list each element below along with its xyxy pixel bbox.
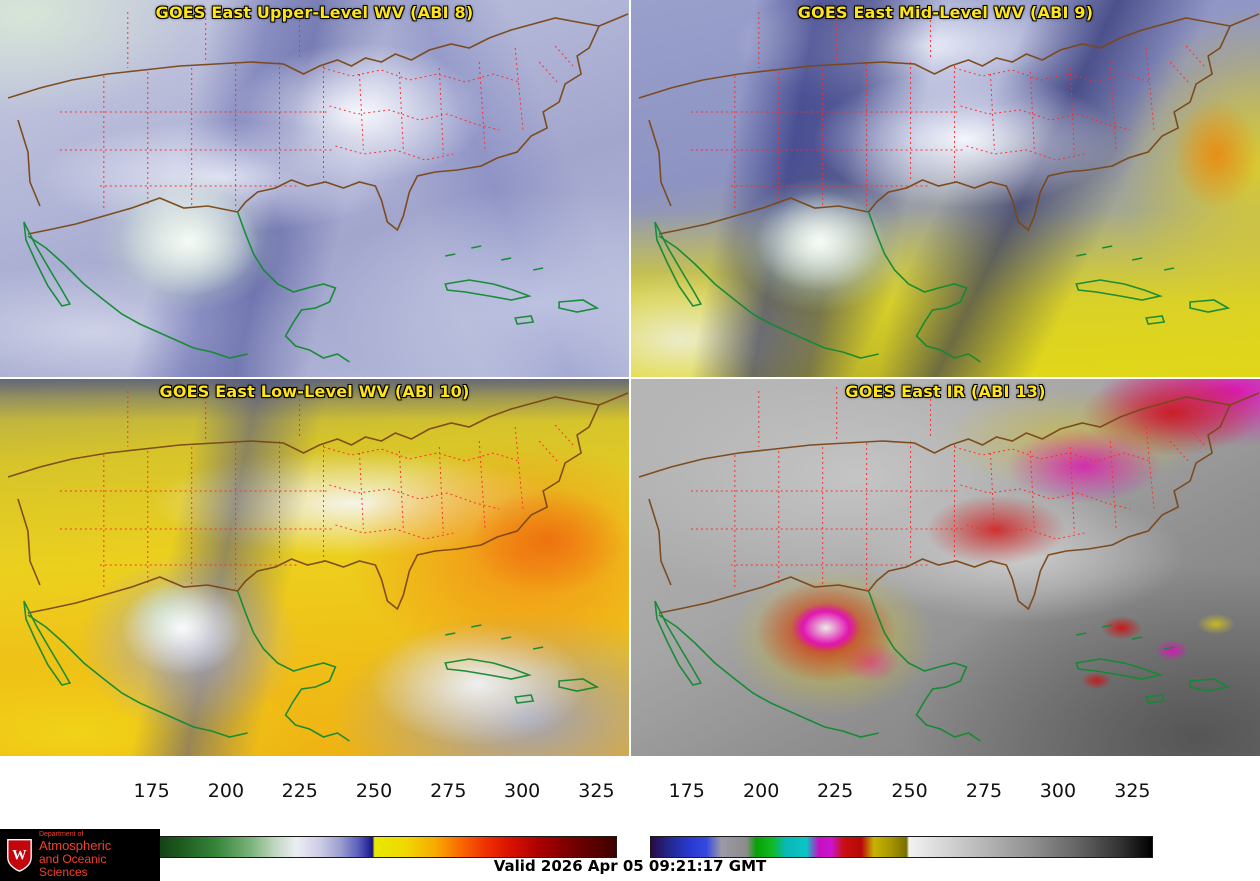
tick-label: 250	[891, 780, 928, 802]
map-boundaries-overlay	[638, 7, 1260, 363]
panel-title-abi9: GOES East Mid-Level WV (ABI 9)	[797, 3, 1094, 22]
tick-label: 325	[578, 780, 615, 802]
logo-line-dept: Department of	[38, 831, 84, 839]
tick-label: 325	[1114, 780, 1151, 802]
tick-label: 275	[965, 780, 1003, 802]
wv-colorbar-ticks: 175 200 225 250 275 300 325	[115, 780, 617, 806]
tick-label: 200	[207, 780, 245, 802]
satellite-imagery-abi10	[0, 379, 629, 756]
tick-label: 250	[355, 780, 393, 802]
ir-colorbar	[650, 836, 1153, 858]
wv-colorbar	[115, 836, 617, 858]
uw-aos-logo: W Department of Atmospheric and Oceanic …	[0, 829, 160, 881]
valid-time-label: Valid 2026 Apr 05 09:21:17 GMT	[493, 857, 767, 875]
panel-title-abi10: GOES East Low-Level WV (ABI 10)	[159, 382, 470, 401]
panel-mid-level-wv: GOES East Mid-Level WV (ABI 9)	[631, 0, 1260, 377]
ir-colorbar-ticks: 175 200 225 250 275 300 325	[650, 780, 1153, 806]
footer: 175 200 225 250 275 300 325 175 200 225 …	[0, 756, 1260, 881]
tick-label: 300	[503, 780, 541, 802]
wv-colorbar-group: 175 200 225 250 275 300 325	[115, 780, 617, 870]
logo-line-atmospheric: Atmospheric	[38, 837, 112, 853]
ir-colorbar-group: 175 200 225 250 275 300 325	[650, 780, 1153, 870]
map-boundaries-overlay	[7, 386, 629, 742]
satellite-imagery-abi13	[631, 379, 1260, 756]
tick-label: 200	[743, 780, 780, 802]
tick-label: 175	[668, 780, 705, 802]
panel-title-abi8: GOES East Upper-Level WV (ABI 8)	[155, 3, 474, 22]
satellite-imagery-abi8	[0, 0, 629, 377]
panel-low-level-wv: GOES East Low-Level WV (ABI 10)	[0, 379, 629, 756]
satellite-imagery-abi9	[631, 0, 1260, 377]
panel-grid: GOES East Upper-Level WV (ABI 8) GOES Ea…	[0, 0, 1260, 756]
tick-label: 225	[816, 780, 854, 802]
logo-line-oceanic: and Oceanic Sciences	[38, 851, 107, 879]
tick-label: 225	[281, 780, 318, 802]
crest-letter: W	[12, 847, 27, 863]
tick-label: 300	[1039, 780, 1077, 802]
uw-crest-icon: W	[7, 839, 32, 872]
tick-label: 175	[133, 780, 170, 802]
map-boundaries-overlay	[7, 7, 629, 363]
panel-title-abi13: GOES East IR (ABI 13)	[845, 382, 1046, 401]
panel-ir: GOES East IR (ABI 13)	[631, 379, 1260, 756]
tick-label: 275	[430, 780, 467, 802]
panel-upper-level-wv: GOES East Upper-Level WV (ABI 8)	[0, 0, 629, 377]
logo-text: Department of Atmospheric and Oceanic Sc…	[39, 831, 154, 878]
map-boundaries-overlay	[638, 386, 1260, 742]
